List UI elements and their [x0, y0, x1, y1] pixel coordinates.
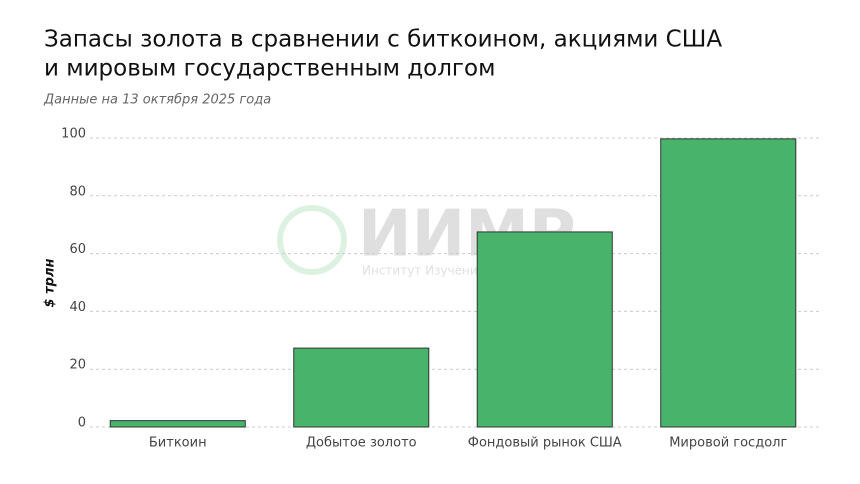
y-tick-label: 60	[69, 242, 86, 257]
bar	[660, 138, 797, 428]
x-tick-label: Биткоин	[149, 436, 207, 451]
x-tick-label: Мировой госдолг	[669, 436, 787, 451]
y-tick-label: 80	[69, 184, 86, 199]
x-tick-label: Добытое золото	[306, 436, 417, 451]
watermark-icon	[277, 205, 347, 275]
y-tick-label: 40	[69, 300, 86, 315]
y-tick-label: 20	[69, 358, 86, 373]
chart-subtitle: Данные на 13 октября 2025 года	[43, 93, 271, 108]
bar	[109, 420, 246, 428]
bar	[293, 347, 430, 428]
y-axis-label: $ трлн	[43, 259, 58, 308]
y-tick-label: 0	[78, 416, 86, 431]
x-tick-label: Фондовый рынок США	[468, 436, 622, 451]
chart-title: Запасы золота в сравнении с биткоином, а…	[44, 27, 722, 53]
bar	[476, 231, 613, 428]
y-tick-label: 100	[61, 127, 86, 142]
chart-title: и мировым государственным долгом	[44, 56, 495, 82]
